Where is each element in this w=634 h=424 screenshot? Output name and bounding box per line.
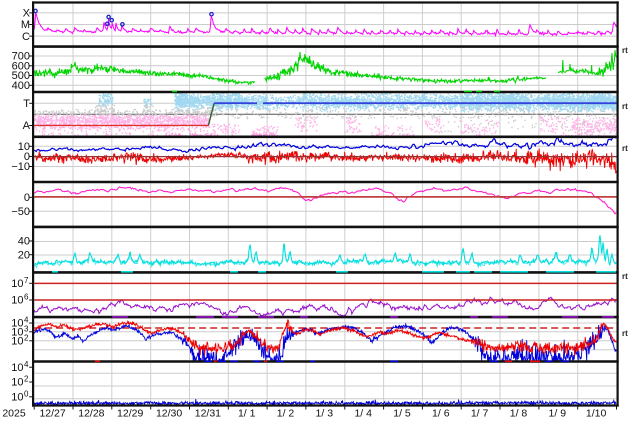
svg-text:3: 3 [24,325,29,334]
svg-text:−10: −10 [11,161,30,173]
svg-text:2: 2 [24,375,29,384]
svg-text:1/ 7: 1/ 7 [471,408,489,420]
svg-text:40: 40 [18,236,30,248]
svg-text:0: 0 [24,390,29,399]
svg-text:2: 2 [24,334,29,343]
svg-text:1/ 4: 1/ 4 [354,408,372,420]
svg-text:A: A [23,120,31,132]
svg-text:rt: rt [622,272,628,281]
svg-text:1/ 8: 1/ 8 [510,408,528,420]
svg-text:12/31: 12/31 [195,408,221,420]
svg-text:rt: rt [622,46,628,55]
svg-text:1/ 6: 1/ 6 [432,408,450,420]
svg-text:1/ 3: 1/ 3 [316,408,334,420]
svg-text:X: X [23,8,31,20]
svg-text:1/ 2: 1/ 2 [277,408,295,420]
svg-text:600: 600 [12,61,30,73]
svg-text:1/ 9: 1/ 9 [549,408,567,420]
svg-text:12/30: 12/30 [156,408,182,420]
svg-text:10: 10 [11,278,23,290]
svg-text:10: 10 [18,141,30,153]
svg-text:20: 20 [18,249,30,261]
svg-text:10: 10 [11,392,23,404]
svg-text:−50: −50 [11,206,30,218]
svg-text:12/27: 12/27 [39,408,65,420]
svg-text:M: M [21,19,30,31]
svg-text:700: 700 [12,51,30,63]
svg-text:4: 4 [24,360,29,369]
svg-text:0: 0 [24,151,30,163]
svg-text:rt: rt [622,102,628,111]
svg-text:12/29: 12/29 [117,408,143,420]
svg-text:10: 10 [11,362,23,374]
svg-text:rt: rt [622,144,628,153]
svg-text:10: 10 [11,318,23,330]
svg-text:10: 10 [11,327,23,339]
svg-text:T: T [23,98,30,110]
svg-text:6: 6 [24,293,29,302]
svg-text:4: 4 [24,316,29,325]
svg-text:1/ 1: 1/ 1 [238,408,256,420]
svg-text:1/10: 1/10 [586,408,607,420]
svg-text:500: 500 [12,70,30,82]
svg-text:400: 400 [12,80,30,92]
svg-text:2025: 2025 [2,408,26,420]
svg-text:10: 10 [11,336,23,348]
svg-text:7: 7 [24,276,29,285]
svg-text:1/ 5: 1/ 5 [393,408,411,420]
svg-text:0: 0 [24,192,30,204]
svg-text:10: 10 [11,377,23,389]
svg-text:C: C [22,31,30,43]
svg-text:rt: rt [622,329,628,338]
svg-text:12/28: 12/28 [78,408,104,420]
svg-text:10: 10 [11,295,23,307]
